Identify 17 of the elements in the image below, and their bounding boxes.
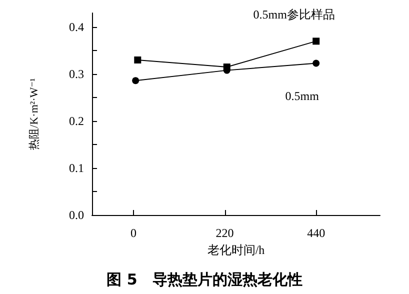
x-tick-label: 220 [216, 226, 234, 240]
point [312, 38, 320, 45]
series-label: 0.5mm [285, 88, 320, 103]
series-label: 0.5mm参比样品 [253, 8, 335, 22]
y-tick-label: 0.3 [69, 67, 84, 82]
x-tick-label: 0 [130, 226, 136, 240]
x-axis-title: 老化时间/h [207, 242, 265, 257]
y-tick-label: 0.1 [69, 161, 84, 176]
x-tick-label: 440 [307, 226, 326, 240]
text: 图 5 导热垫片的湿热老化性 [106, 270, 302, 288]
y-tick-label: 0.0 [69, 208, 84, 222]
y-tick-label: 0.4 [69, 20, 84, 34]
point [132, 77, 140, 84]
y-axis-title: 热阻/K·m²·W⁻¹ [28, 78, 40, 150]
point [134, 56, 142, 64]
y-tick-label: 0.2 [69, 114, 84, 128]
point [312, 60, 320, 67]
